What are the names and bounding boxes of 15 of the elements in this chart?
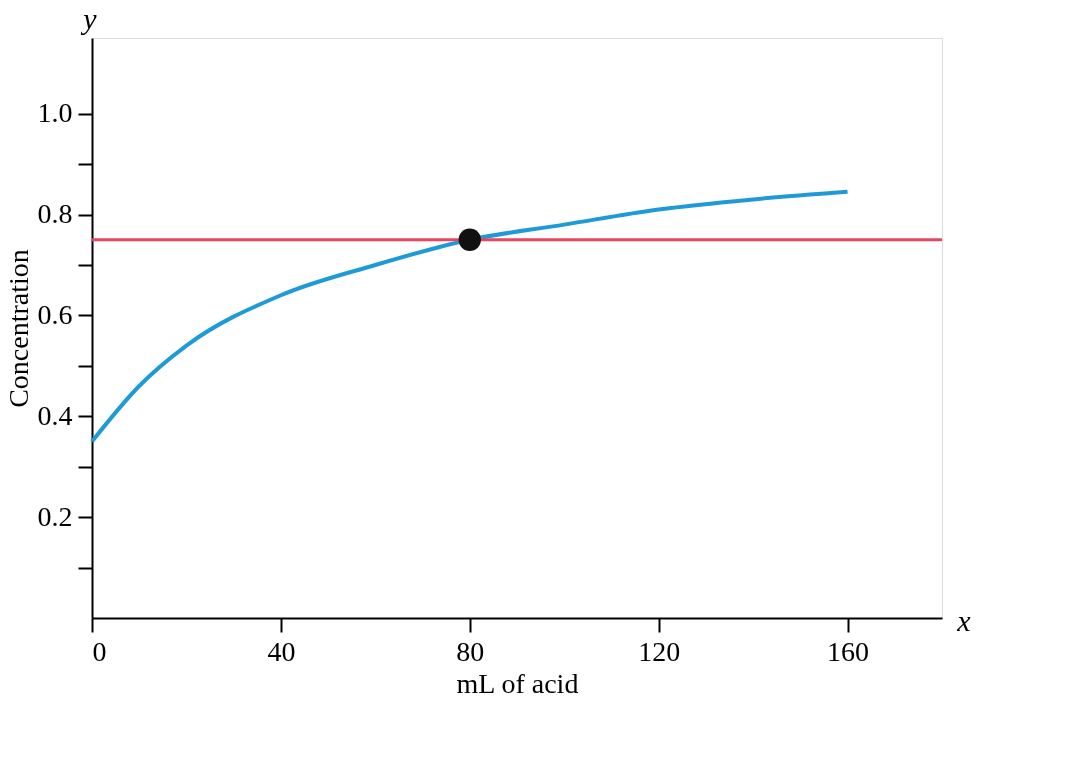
x-tick-label: 40 [267, 635, 296, 667]
y-tick-label: 0.8 [37, 198, 73, 230]
x-tick-label: 160 [827, 635, 870, 667]
y-axis-title: Concentration [2, 249, 34, 408]
x-axis-title: mL of acid [456, 667, 579, 699]
x-tick-label: 80 [456, 635, 485, 667]
text: x [956, 604, 972, 637]
x-tick-label: 120 [638, 635, 681, 667]
y-tick-label: 0.2 [37, 500, 73, 532]
y-tick-label: 1.0 [37, 97, 73, 129]
line-series [90, 189, 850, 444]
x-tick-label: 0 [92, 635, 107, 667]
y-tick-label: 0.4 [37, 399, 73, 431]
y-tick-label: 0.6 [37, 298, 73, 330]
text: y [80, 2, 98, 35]
